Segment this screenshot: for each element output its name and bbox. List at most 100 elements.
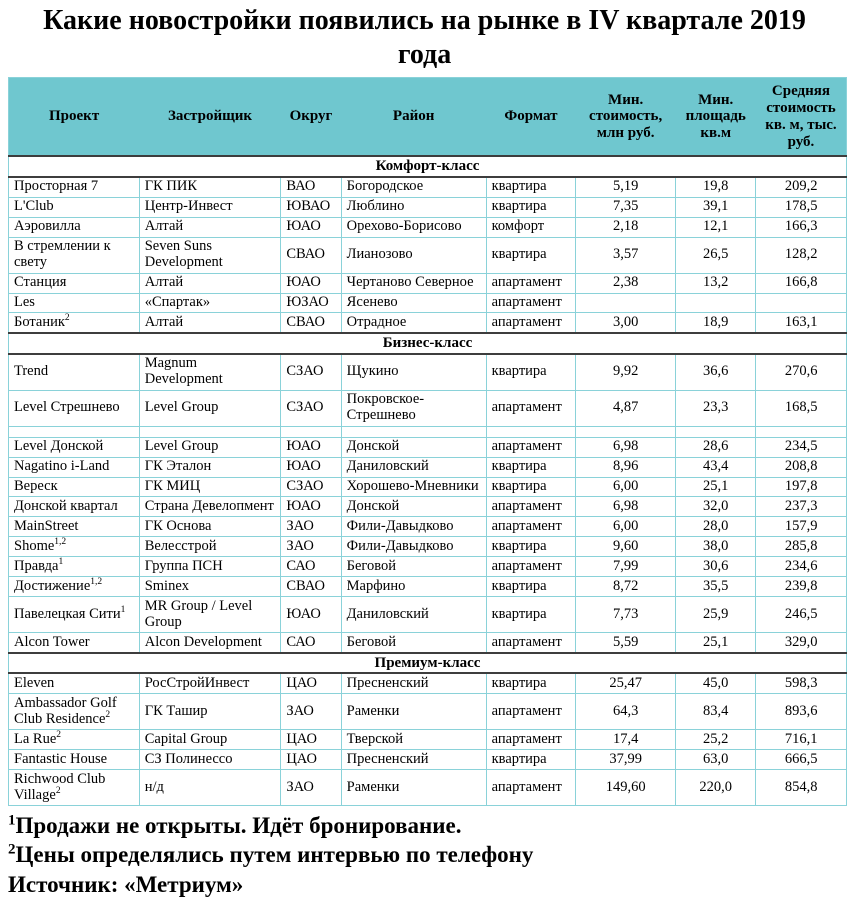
cell-avg-price: 209,2 bbox=[755, 176, 847, 198]
cell-project: Ambassador Golf Club Residence2 bbox=[8, 693, 140, 731]
cell-format: апартамент bbox=[485, 631, 577, 654]
cell-developer bbox=[138, 425, 282, 438]
cell-developer: ГК Ташир bbox=[138, 693, 282, 731]
cell-avg-price: 128,2 bbox=[755, 236, 847, 274]
table-row: Trend Magnum Development СЗАО Щукино квартир… bbox=[8, 353, 847, 391]
cell-okrug: ЗАО bbox=[280, 536, 342, 558]
cell-okrug: СЗАО bbox=[280, 476, 342, 498]
cell-min-area: 26,5 bbox=[674, 236, 757, 274]
footnote-marker: 1 bbox=[58, 556, 64, 567]
cell-min-price: 9,92 bbox=[575, 353, 676, 391]
cell-okrug: ВАО bbox=[280, 176, 342, 198]
cell-format: квартира bbox=[485, 196, 577, 218]
cell-min-price: 2,18 bbox=[575, 216, 676, 238]
section-label: Комфорт-класс bbox=[8, 155, 847, 178]
column-header-okrug: Округ bbox=[280, 77, 342, 157]
cell-project: Trend bbox=[8, 353, 140, 391]
cell-avg-price: 168,5 bbox=[755, 389, 847, 427]
column-header-avg-price: Средняя стоимость кв. м, тыс. руб. bbox=[755, 77, 847, 157]
cell-format: апартамент bbox=[485, 292, 577, 314]
cell-okrug: СВАО bbox=[280, 576, 342, 598]
empty-row bbox=[8, 425, 847, 438]
cell-raion: Покровское-Стрешнево bbox=[340, 389, 487, 427]
cell-developer: Велесстрой bbox=[138, 536, 282, 558]
cell-developer: Sminex bbox=[138, 576, 282, 598]
cell-raion: Раменки bbox=[340, 769, 487, 806]
cell-format bbox=[485, 425, 577, 438]
table-row: Павелецкая Сити1 MR Group / Level Group ЮА… bbox=[8, 596, 847, 633]
table-row: Донской квартал Страна Девелопмент ЮАО Донс… bbox=[8, 496, 847, 518]
cell-developer: Алтай bbox=[138, 312, 282, 334]
cell-okrug: ЮАО bbox=[280, 216, 342, 238]
cell-avg-price: 237,3 bbox=[755, 496, 847, 518]
cell-format: квартира bbox=[485, 536, 577, 558]
cell-raion: Пресненский bbox=[340, 672, 487, 695]
cell-avg-price: 239,8 bbox=[755, 576, 847, 598]
cell-project: Level Донской bbox=[8, 436, 140, 458]
table-row: Eleven РосСтройИнвест ЦАО Пресненский кварти… bbox=[8, 672, 847, 695]
cell-okrug: САО bbox=[280, 556, 342, 578]
cell-avg-price: 893,6 bbox=[755, 693, 847, 731]
cell-format: квартира bbox=[485, 749, 577, 771]
cell-okrug: ЦАО bbox=[280, 729, 342, 751]
cell-project: Донской квартал bbox=[8, 496, 140, 518]
cell-min-price: 7,35 bbox=[575, 196, 676, 218]
cell-min-price: 17,4 bbox=[575, 729, 676, 751]
cell-project: Вереск bbox=[8, 476, 140, 498]
table-row: Просторная 7 ГК ПИК ВАО Богородское квартира… bbox=[8, 176, 847, 198]
cell-project: Shome1,2 bbox=[8, 536, 140, 558]
cell-avg-price: 178,5 bbox=[755, 196, 847, 218]
table-row: MainStreet ГК Основа ЗАО Фили-Давыдково апар… bbox=[8, 516, 847, 538]
cell-min-price: 25,47 bbox=[575, 672, 676, 695]
table-row: Level Донской Level Group ЮАО Донской апарта… bbox=[8, 436, 847, 458]
cell-min-area: 63,0 bbox=[674, 749, 757, 771]
cell-min-area: 12,1 bbox=[674, 216, 757, 238]
cell-min-area: 25,1 bbox=[674, 476, 757, 498]
cell-min-area bbox=[674, 292, 757, 314]
cell-raion: Фили-Давыдково bbox=[340, 536, 487, 558]
page-title: Какие новостройки появились на рынке в I… bbox=[43, 5, 806, 70]
cell-format: квартира bbox=[485, 672, 577, 695]
cell-okrug: ЗАО bbox=[280, 769, 342, 806]
cell-min-area: 25,1 bbox=[674, 631, 757, 654]
cell-developer: Seven Suns Development bbox=[138, 236, 282, 274]
cell-min-area: 25,2 bbox=[674, 729, 757, 751]
cell-raion: Лианозово bbox=[340, 236, 487, 274]
cell-okrug: САО bbox=[280, 631, 342, 654]
footnote-marker: 2 bbox=[64, 313, 70, 324]
cell-format: квартира bbox=[485, 576, 577, 598]
cell-avg-price: 598,3 bbox=[755, 672, 847, 695]
table-row: Достижение1,2 Sminex СВАО Марфино квартира 8,… bbox=[8, 576, 847, 598]
table-row: Nagatino i-Land ГК Эталон ЮАО Даниловский кв… bbox=[8, 456, 847, 478]
table-row: Аэровилла Алтай ЮАО Орехово-Борисово комфорт… bbox=[8, 216, 847, 238]
cell-format: квартира bbox=[485, 176, 577, 198]
cell-min-area: 25,9 bbox=[674, 596, 757, 633]
footnote-marker: 1,2 bbox=[54, 536, 67, 547]
column-header-project: Проект bbox=[8, 77, 140, 157]
cell-min-price: 64,3 bbox=[575, 693, 676, 731]
cell-developer: Alcon Development bbox=[138, 631, 282, 654]
cell-min-price: 6,98 bbox=[575, 496, 676, 518]
cell-developer: ГК ПИК bbox=[138, 176, 282, 198]
cell-min-area: 28,0 bbox=[674, 516, 757, 538]
cell-raion: Пресненский bbox=[340, 749, 487, 771]
cell-min-area: 83,4 bbox=[674, 693, 757, 731]
cell-developer: РосСтройИнвест bbox=[138, 672, 282, 695]
cell-okrug: ЗАО bbox=[280, 516, 342, 538]
table-row: Richwood Club Village2 н/д ЗАО Раменки апарт… bbox=[8, 769, 847, 806]
column-header-raion: Район bbox=[341, 77, 487, 157]
cell-min-price: 3,00 bbox=[575, 312, 676, 334]
table-row: Станция Алтай ЮАО Чертаново Северное апартам… bbox=[8, 272, 847, 294]
table-row: Shome1,2 Велесстрой ЗАО Фили-Давыдково кварт… bbox=[8, 536, 847, 558]
cell-raion: Даниловский bbox=[340, 596, 487, 633]
cell-project: Nagatino i-Land bbox=[8, 456, 140, 478]
footnotes: 1Продажи не открыты. Идёт бронирование. 2… bbox=[8, 811, 844, 899]
cell-okrug: СЗАО bbox=[280, 353, 342, 391]
cell-min-price: 4,87 bbox=[575, 389, 676, 427]
cell-raion: Отрадное bbox=[340, 312, 487, 334]
cell-min-area: 220,0 bbox=[674, 769, 757, 806]
table-row: L'Club Центр-Инвест ЮВАО Люблино квартира 7,3… bbox=[8, 196, 847, 218]
cell-min-area: 13,2 bbox=[674, 272, 757, 294]
cell-min-price: 7,99 bbox=[575, 556, 676, 578]
cell-project: Richwood Club Village2 bbox=[8, 769, 140, 806]
